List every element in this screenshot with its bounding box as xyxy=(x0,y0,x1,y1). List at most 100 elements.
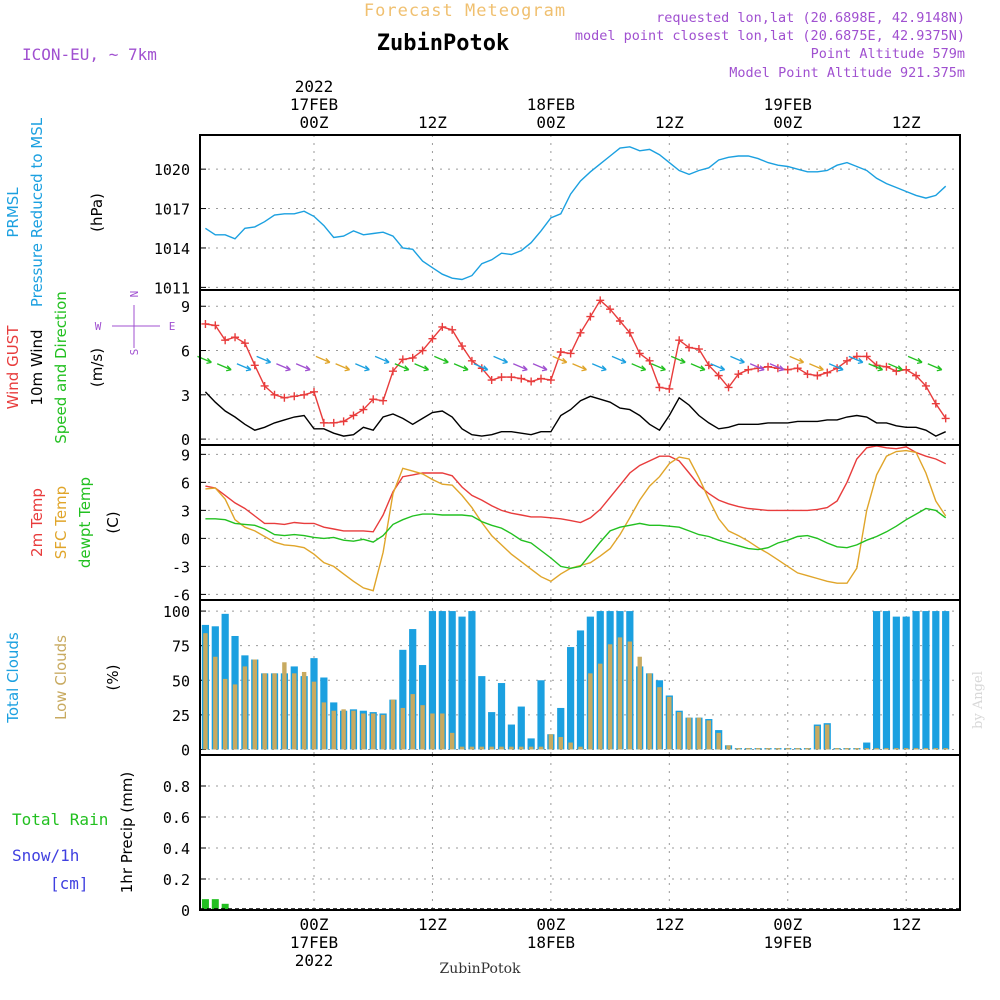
gust-marker xyxy=(546,376,555,385)
total-cloud-bar xyxy=(399,649,407,750)
total-cloud-bar xyxy=(567,647,575,750)
low-cloud-bar xyxy=(755,748,761,750)
wind-direction-arrow xyxy=(236,363,252,372)
low-cloud-bar xyxy=(430,713,435,750)
y-tick-label: 0 xyxy=(181,902,190,920)
gust-marker xyxy=(586,312,595,321)
series-line xyxy=(205,445,947,533)
wind-direction-arrow xyxy=(256,355,272,365)
low-cloud-bar xyxy=(854,748,860,750)
low-cloud-bar xyxy=(311,681,317,750)
low-cloud-bar xyxy=(627,641,633,750)
gust-marker xyxy=(882,362,891,371)
gust-marker xyxy=(625,328,634,337)
gust-marker xyxy=(941,414,950,423)
bottom-tick-label: 19FEB xyxy=(764,933,812,952)
wind-direction-arrow xyxy=(611,355,627,365)
gust-marker xyxy=(724,383,733,392)
low-cloud-bar xyxy=(341,709,346,750)
low-cloud-bar xyxy=(864,748,869,750)
y-axis-label: 2m Temp xyxy=(28,488,46,557)
y-axis-label: (m/s) xyxy=(88,348,106,387)
low-cloud-bar xyxy=(815,725,820,750)
panels: 1011 1014 1017 1020 PRMSL Pressure Reduced to… xyxy=(4,117,961,920)
low-cloud-bar xyxy=(913,748,919,750)
panel-clouds: 0 25 50 75 100 Total Clouds Low Clouds (%) xyxy=(4,599,961,759)
total-cloud-bar xyxy=(527,738,535,750)
y-tick-label: 100 xyxy=(163,603,190,621)
gust-marker xyxy=(221,336,230,345)
footer-location: ZubinPotok xyxy=(439,961,521,977)
y-tick-label: 3 xyxy=(181,502,190,520)
panel-temperature: -6 -3 0 3 6 9 2m Temp SFC Temp dewpt Temp (C) xyxy=(28,444,961,604)
gust-marker xyxy=(813,371,822,380)
low-cloud-bar xyxy=(568,742,573,750)
low-cloud-bar xyxy=(558,737,563,750)
gust-marker xyxy=(359,405,368,414)
low-cloud-bar xyxy=(647,673,652,750)
low-cloud-bar xyxy=(252,659,257,750)
top-tick-label: 00Z xyxy=(536,113,565,132)
panel-precip: 0 0.2 0.4 0.6 0.8 1hr Precip (mm) Total Rain Sn… xyxy=(12,754,961,920)
closest-coords: model point closest lon,lat (20.6875E, 4… xyxy=(575,28,965,44)
low-cloud-bar xyxy=(351,710,356,750)
gust-marker xyxy=(398,355,407,364)
bottom-tick-label: 00Z xyxy=(536,915,565,934)
gust-marker xyxy=(665,384,674,393)
gust-marker xyxy=(497,373,506,382)
y-tick-label: -3 xyxy=(172,558,190,576)
total-cloud-bar xyxy=(863,742,871,750)
wind-direction-arrow xyxy=(769,363,785,372)
low-cloud-bar xyxy=(203,633,208,750)
y-axis-label: (%) xyxy=(104,665,122,691)
credit: by Angel xyxy=(971,671,986,729)
total-cloud-bar xyxy=(872,611,881,750)
bottom-tick-label: 12Z xyxy=(418,915,447,934)
total-cloud-bar xyxy=(557,707,565,750)
gust-marker xyxy=(231,333,240,342)
low-cloud-bar xyxy=(598,663,603,750)
gust-marker xyxy=(201,319,210,328)
total-cloud-bar xyxy=(537,680,545,750)
low-cloud-bar xyxy=(292,673,297,750)
gust-marker xyxy=(319,418,328,427)
compass-north: N xyxy=(128,291,141,298)
low-cloud-bar xyxy=(272,673,277,750)
gust-marker xyxy=(211,321,220,330)
gust-marker xyxy=(270,390,279,399)
wind-direction-arrow xyxy=(355,363,370,372)
low-cloud-bar xyxy=(331,710,336,750)
model-altitude: Model Point Altitude 921.375m xyxy=(729,65,965,81)
total-cloud-bar xyxy=(497,683,506,750)
bottom-tick-label: 17FEB xyxy=(290,933,338,952)
low-cloud-bar xyxy=(232,684,238,750)
low-cloud-bar xyxy=(222,678,228,750)
wind-direction-arrow xyxy=(690,363,706,372)
wind-direction-arrow xyxy=(493,355,508,365)
gust-marker xyxy=(280,393,289,402)
gust-marker xyxy=(537,374,546,383)
requested-coords: requested lon,lat (20.6898E, 42.9148N) xyxy=(656,10,965,26)
total-cloud-bar xyxy=(922,611,930,750)
wind-direction-arrow xyxy=(888,363,903,372)
precip-legend-label: Snow/1h xyxy=(12,846,79,865)
low-cloud-bar xyxy=(933,748,939,750)
gust-marker xyxy=(379,396,388,405)
product-title: Forecast Meteogram xyxy=(364,1,566,21)
low-cloud-bar xyxy=(894,748,899,750)
y-tick-label: 75 xyxy=(172,638,190,656)
gust-marker xyxy=(635,349,644,358)
low-cloud-bar xyxy=(667,696,672,750)
y-tick-label: 0 xyxy=(181,530,190,548)
total-cloud-bar xyxy=(458,616,466,750)
low-cloud-bar xyxy=(578,746,583,750)
total-cloud-bar xyxy=(882,611,891,750)
compass-west: W xyxy=(95,320,102,333)
low-cloud-bar xyxy=(538,746,544,750)
gust-marker xyxy=(369,395,378,404)
y-tick-label: 1017 xyxy=(154,201,190,219)
total-cloud-bar xyxy=(576,630,585,750)
low-cloud-bar xyxy=(321,702,327,750)
gust-marker xyxy=(694,345,703,354)
gust-marker xyxy=(576,328,585,337)
